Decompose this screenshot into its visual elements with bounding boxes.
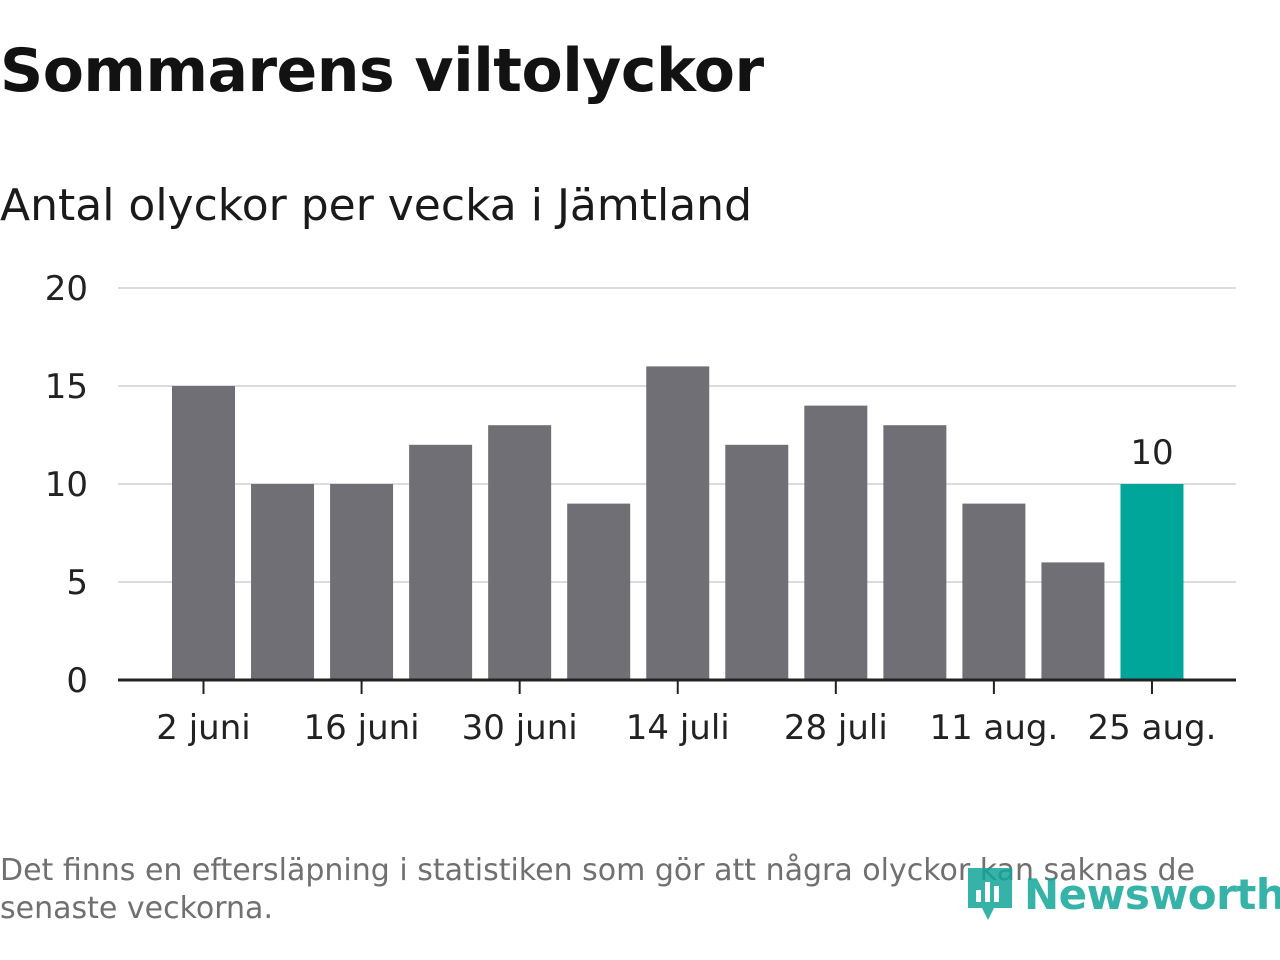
- x-tick-label: 11 aug.: [929, 708, 1058, 748]
- data-labels: 10: [1130, 433, 1173, 473]
- bar: [1041, 562, 1105, 680]
- bar: [962, 503, 1026, 680]
- y-axis-labels: 0 5 10 15 20: [45, 269, 88, 701]
- newsworthy-logo: Newsworthy: [964, 862, 1280, 926]
- chart-subtitle: Antal olyckor per vecka i Jämtland: [0, 180, 752, 231]
- logo-text: Newsworthy: [1024, 869, 1280, 919]
- x-tick-label: 14 juli: [626, 708, 730, 748]
- y-tick-label: 5: [66, 563, 88, 603]
- y-tick-label: 10: [45, 465, 88, 505]
- bar: [883, 425, 947, 680]
- x-tick-label: 2 juni: [156, 708, 250, 748]
- bar: [1120, 484, 1184, 680]
- bar: [804, 405, 868, 680]
- bar-chart: 0 5 10 15 20 2 juni 16 juni 30 juni 14 juli 28 j…: [45, 269, 1236, 748]
- bars: [172, 366, 1184, 680]
- x-tick-label: 28 juli: [784, 708, 888, 748]
- bar: [488, 425, 552, 680]
- bar: [646, 366, 710, 680]
- bar: [725, 444, 789, 680]
- bar: [567, 503, 631, 680]
- newsworthy-logo-icon: [968, 868, 1012, 920]
- x-tick-label: 30 juni: [462, 708, 578, 748]
- bar: [409, 444, 473, 680]
- y-tick-label: 0: [66, 661, 88, 701]
- data-label: 10: [1130, 433, 1173, 473]
- x-tick-label: 16 juni: [304, 708, 420, 748]
- x-axis: 2 juni 16 juni 30 juni 14 juli 28 juli 11 aug…: [118, 678, 1236, 748]
- bar: [172, 386, 235, 680]
- y-tick-label: 15: [45, 367, 88, 407]
- y-tick-label: 20: [45, 269, 88, 309]
- x-tick-label: 25 aug.: [1088, 708, 1217, 748]
- chart-title: Sommarens viltolyckor: [0, 36, 764, 106]
- bar: [330, 484, 394, 680]
- bar: [251, 484, 315, 680]
